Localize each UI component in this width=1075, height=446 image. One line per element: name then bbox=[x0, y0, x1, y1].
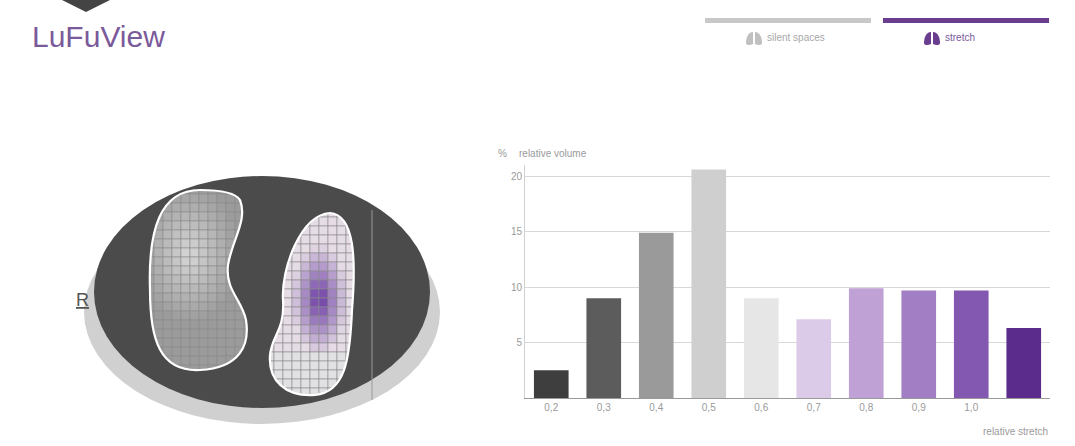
svg-text:0,9: 0,9 bbox=[912, 402, 926, 413]
svg-text:0,2: 0,2 bbox=[544, 402, 558, 413]
svg-text:0,6: 0,6 bbox=[754, 402, 768, 413]
html-text:silent spaces: silent spaces bbox=[767, 32, 825, 43]
svg-text:0,7: 0,7 bbox=[807, 402, 821, 413]
svg-text:20: 20 bbox=[511, 171, 523, 182]
svg-text:relative stretch: relative stretch bbox=[983, 426, 1048, 437]
svg-text:0,5: 0,5 bbox=[702, 402, 716, 413]
svg-text:0,8: 0,8 bbox=[859, 402, 873, 413]
svg-text:10: 10 bbox=[511, 282, 523, 293]
svg-text:0,3: 0,3 bbox=[597, 402, 611, 413]
svg-text:R: R bbox=[76, 290, 89, 310]
svg-text:1,0: 1,0 bbox=[964, 402, 978, 413]
html-text:LuFuView: LuFuView bbox=[32, 20, 165, 53]
svg-text:relative volume: relative volume bbox=[519, 148, 587, 159]
svg-text:5: 5 bbox=[516, 337, 522, 348]
html-text:stretch: stretch bbox=[945, 32, 975, 43]
svg-text:15: 15 bbox=[511, 226, 523, 237]
svg-text:0,4: 0,4 bbox=[649, 402, 663, 413]
svg-text:%: % bbox=[498, 148, 507, 159]
